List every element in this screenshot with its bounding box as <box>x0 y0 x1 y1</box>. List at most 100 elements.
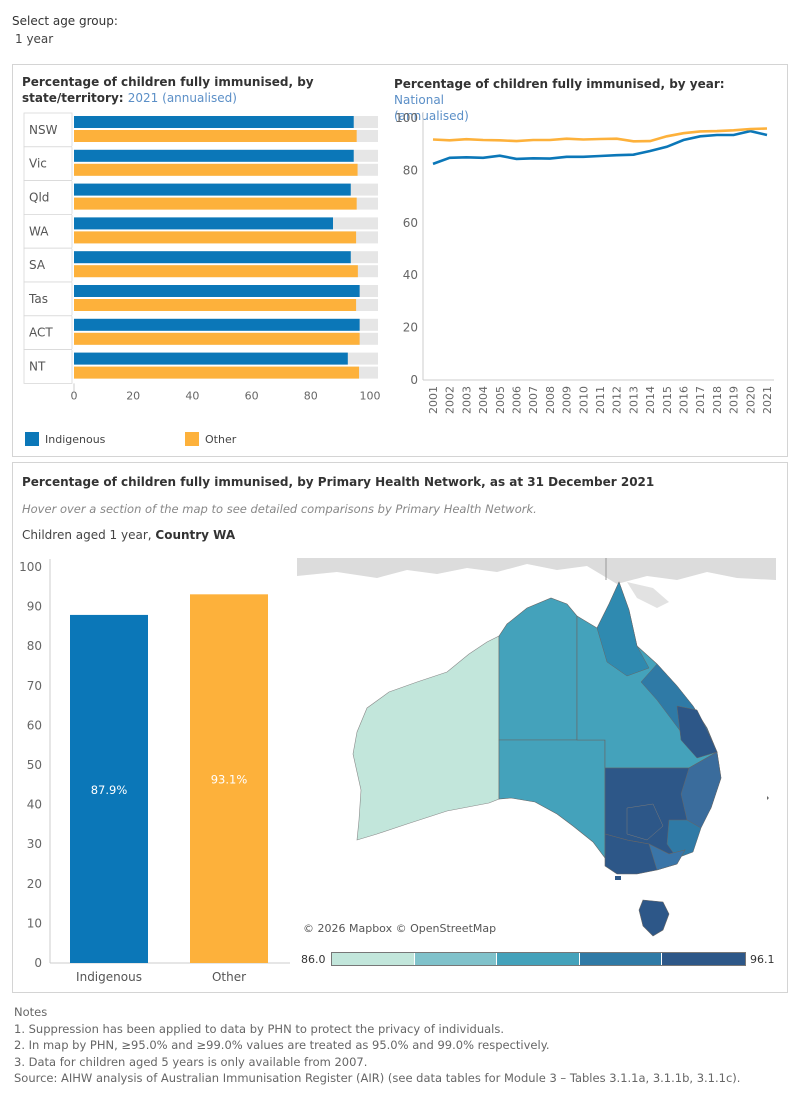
bar-value-label: 93.1% <box>211 773 248 787</box>
phn-subtitle: Children aged 1 year, Country WA <box>22 528 235 542</box>
y-tick-label: 100 <box>19 560 42 574</box>
x-tick-label: 2011 <box>594 386 607 414</box>
bar-indigenous <box>74 116 354 128</box>
map-canvas <box>297 558 776 937</box>
x-tick-label: 2012 <box>611 386 624 414</box>
y-tick-label: 0 <box>410 373 418 387</box>
bar-value-label: 87.9% <box>91 783 128 797</box>
y-tick-label: 20 <box>27 877 42 891</box>
x-tick-label: 2021 <box>761 386 774 414</box>
y-tick-label: 60 <box>403 216 418 230</box>
line-other <box>432 127 768 143</box>
map-region-nt[interactable] <box>498 597 578 741</box>
x-tick-label: 2006 <box>511 386 524 414</box>
y-tick-label: 10 <box>27 916 42 930</box>
color-scale-step <box>332 953 414 965</box>
phn-subtitle-prefix: Children aged 1 year, <box>22 528 156 542</box>
x-tick-label: 2001 <box>427 386 440 414</box>
bar-other <box>74 299 357 311</box>
y-tick-label: 60 <box>27 718 42 732</box>
map-region-sa[interactable] <box>498 739 606 859</box>
bar-other <box>74 197 357 210</box>
year-chart-title-text: Percentage of children fully immunised, … <box>394 77 725 91</box>
x-tick-label: 80 <box>304 389 318 402</box>
scale-max-label: 96.1 <box>750 953 775 966</box>
category-label: Tas <box>28 292 48 306</box>
map-island-lord-howe <box>767 796 769 800</box>
color-scale-step <box>497 953 579 965</box>
x-tick-label: 2020 <box>744 386 757 414</box>
phn-subtitle-region: Country WA <box>155 528 236 542</box>
phn-map[interactable]: © 2026 Mapbox © OpenStreetMap <box>297 558 776 938</box>
line-indigenous <box>432 129 768 166</box>
y-tick-label: 40 <box>403 268 418 282</box>
legend-other-label: Other <box>205 433 237 446</box>
bar-other <box>74 265 358 278</box>
y-tick-label: 90 <box>27 600 42 614</box>
category-cell <box>23 281 73 317</box>
category-cell <box>23 146 73 182</box>
x-tick-label: 2008 <box>544 386 557 414</box>
map-region-nsw-south[interactable] <box>666 819 702 859</box>
x-tick-label: 2013 <box>627 386 640 414</box>
map-region-nsw-inner[interactable] <box>626 803 664 841</box>
year-chart-region: National <box>394 93 445 107</box>
category-label: Vic <box>29 157 47 171</box>
x-tick-label: 2016 <box>678 386 691 414</box>
legend-indigenous-swatch <box>25 432 39 446</box>
x-tick-label: 100 <box>360 389 381 402</box>
x-tick-label: 2019 <box>728 386 741 414</box>
x-tick-label: 2018 <box>711 386 724 414</box>
category-label: NSW <box>29 123 58 137</box>
color-scale-step <box>662 953 745 965</box>
map-region-vic-east[interactable] <box>648 843 686 871</box>
map-region-nsw-coast[interactable] <box>680 751 722 829</box>
map-attribution[interactable]: © 2026 Mapbox © OpenStreetMap <box>303 922 497 935</box>
map-island-small <box>615 876 621 880</box>
state-chart-title: Percentage of children fully immunised, … <box>22 74 387 106</box>
category-label: Other <box>212 970 246 984</box>
age-group-select[interactable]: 1 year <box>15 32 54 46</box>
note-item: 2. In map by PHN, ≥95.0% and ≥99.0% valu… <box>14 1038 550 1052</box>
state-chart-annualised: (annualised) <box>162 91 237 105</box>
bar-indigenous <box>74 183 351 196</box>
bar-other <box>74 163 358 176</box>
map-region-tas[interactable] <box>638 899 670 937</box>
phn-bar-chart: 0 10 20 30 40 50 60 70 80 90 100 87.9% Indigenous 93.… <box>19 559 290 984</box>
map-neighbour-land <box>297 558 776 584</box>
bar-indigenous <box>74 285 360 297</box>
category-label: SA <box>29 258 46 272</box>
color-scale-bar <box>331 952 746 966</box>
y-tick-label: 40 <box>27 798 42 812</box>
bar-indigenous <box>74 318 360 331</box>
notes-source: Source: AIHW analysis of Australian Immu… <box>14 1071 741 1085</box>
category-cell <box>23 180 73 215</box>
state-chart-title-text: Percentage of children fully immunised, … <box>22 75 314 105</box>
state-chart-year: 2021 <box>127 91 159 105</box>
x-tick-label: 2009 <box>561 386 574 414</box>
y-tick-label: 100 <box>395 111 418 125</box>
bar-other <box>74 332 360 345</box>
x-tick-label: 0 <box>71 389 78 402</box>
bar-other <box>74 366 360 379</box>
x-tick-label: 60 <box>245 389 259 402</box>
note-item: 1. Suppression has been applied to data … <box>14 1021 504 1036</box>
year-chart-title: Percentage of children fully immunised, … <box>394 76 774 124</box>
state-bar-chart: NSW Vic Qld WA SA Tas ACT NT 0 20 40 60 80 100 <box>23 112 381 402</box>
x-tick-label: 2015 <box>661 386 674 414</box>
legend-other-swatch <box>185 432 199 446</box>
bar-other <box>74 130 357 142</box>
x-tick-label: 2007 <box>527 386 540 414</box>
x-tick-label: 2003 <box>460 386 473 414</box>
y-tick-label: 80 <box>27 639 42 653</box>
map-region-wa[interactable] <box>352 635 500 841</box>
map-neighbour-island <box>627 582 669 608</box>
year-chart-annualised: (annualised) <box>394 109 469 123</box>
note-item: 3. Data for children aged 5 years is onl… <box>14 1054 368 1069</box>
bar-indigenous <box>70 614 148 963</box>
y-tick-label: 30 <box>27 837 42 851</box>
y-tick-label: 70 <box>27 679 42 693</box>
legend-indigenous-label: Indigenous <box>45 433 106 446</box>
map-region-qld-north[interactable] <box>596 581 650 677</box>
